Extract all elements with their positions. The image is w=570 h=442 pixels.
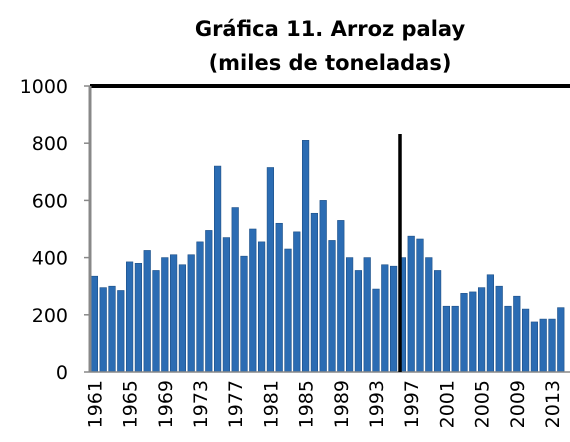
x-tick-label: 2009 <box>507 380 529 428</box>
x-tick-label: 2001 <box>436 380 458 428</box>
bar <box>117 290 125 373</box>
bar <box>337 220 345 373</box>
y-tick-label: 1000 <box>20 76 68 98</box>
bar <box>460 293 468 373</box>
bar <box>293 231 301 373</box>
bar <box>170 254 178 373</box>
x-tick-label: 1985 <box>296 380 318 428</box>
bar <box>275 222 283 373</box>
bar <box>152 270 160 373</box>
y-tick-label: 800 <box>32 133 68 155</box>
bar <box>178 264 187 373</box>
bar <box>451 305 459 373</box>
bar <box>504 305 512 373</box>
x-tick-label: 1965 <box>120 380 142 428</box>
bar <box>90 275 98 373</box>
x-tick-label: 1997 <box>401 380 423 428</box>
bar <box>143 250 151 373</box>
bar <box>469 291 477 373</box>
bar <box>196 241 204 373</box>
bar <box>301 140 310 373</box>
x-tick-label: 2005 <box>472 380 494 428</box>
bar <box>381 264 389 373</box>
bar <box>187 254 195 373</box>
bar <box>513 295 521 373</box>
x-tick-label: 1993 <box>366 380 388 428</box>
x-tick-label: 1961 <box>84 380 106 428</box>
bar <box>521 308 530 373</box>
bar <box>319 200 327 373</box>
x-tick-label: 1989 <box>331 380 353 428</box>
bar <box>161 257 169 373</box>
chart-title: (miles de toneladas) <box>209 51 452 75</box>
y-tick-label: 200 <box>32 305 68 327</box>
bar <box>126 261 134 373</box>
bar <box>539 318 547 373</box>
bar <box>249 228 257 373</box>
bar <box>205 230 213 373</box>
bar <box>99 287 107 373</box>
bar <box>354 270 363 373</box>
bar <box>433 270 442 373</box>
bar <box>495 285 503 373</box>
chart-title: Gráfica 11. Arroz palay <box>195 17 466 41</box>
bar <box>214 165 222 373</box>
x-tick-label: 2013 <box>542 380 564 428</box>
bar <box>416 238 424 373</box>
bar <box>477 287 486 373</box>
bar <box>257 241 266 373</box>
bar <box>548 318 556 373</box>
bar <box>231 207 239 373</box>
bar <box>442 305 451 373</box>
bar <box>284 248 292 373</box>
x-tick-label: 1981 <box>260 380 282 428</box>
bar <box>389 265 398 373</box>
bar <box>108 285 116 373</box>
bar <box>310 212 319 373</box>
bar <box>530 321 538 373</box>
x-tick-label: 1977 <box>225 380 247 428</box>
bar <box>407 235 415 373</box>
y-tick-label: 400 <box>32 248 68 270</box>
bar <box>486 274 495 373</box>
x-tick-label: 1973 <box>190 380 212 428</box>
bar <box>240 255 248 373</box>
bar <box>372 288 380 373</box>
bar <box>345 257 354 373</box>
bar <box>266 167 275 373</box>
bar <box>557 307 565 373</box>
bar <box>425 257 433 373</box>
bar <box>363 257 371 373</box>
y-tick-label: 0 <box>56 362 68 384</box>
bar <box>134 263 143 373</box>
x-tick-label: 1969 <box>155 380 177 428</box>
bar <box>222 237 231 373</box>
y-tick-label: 600 <box>32 190 68 212</box>
bar <box>328 240 336 373</box>
